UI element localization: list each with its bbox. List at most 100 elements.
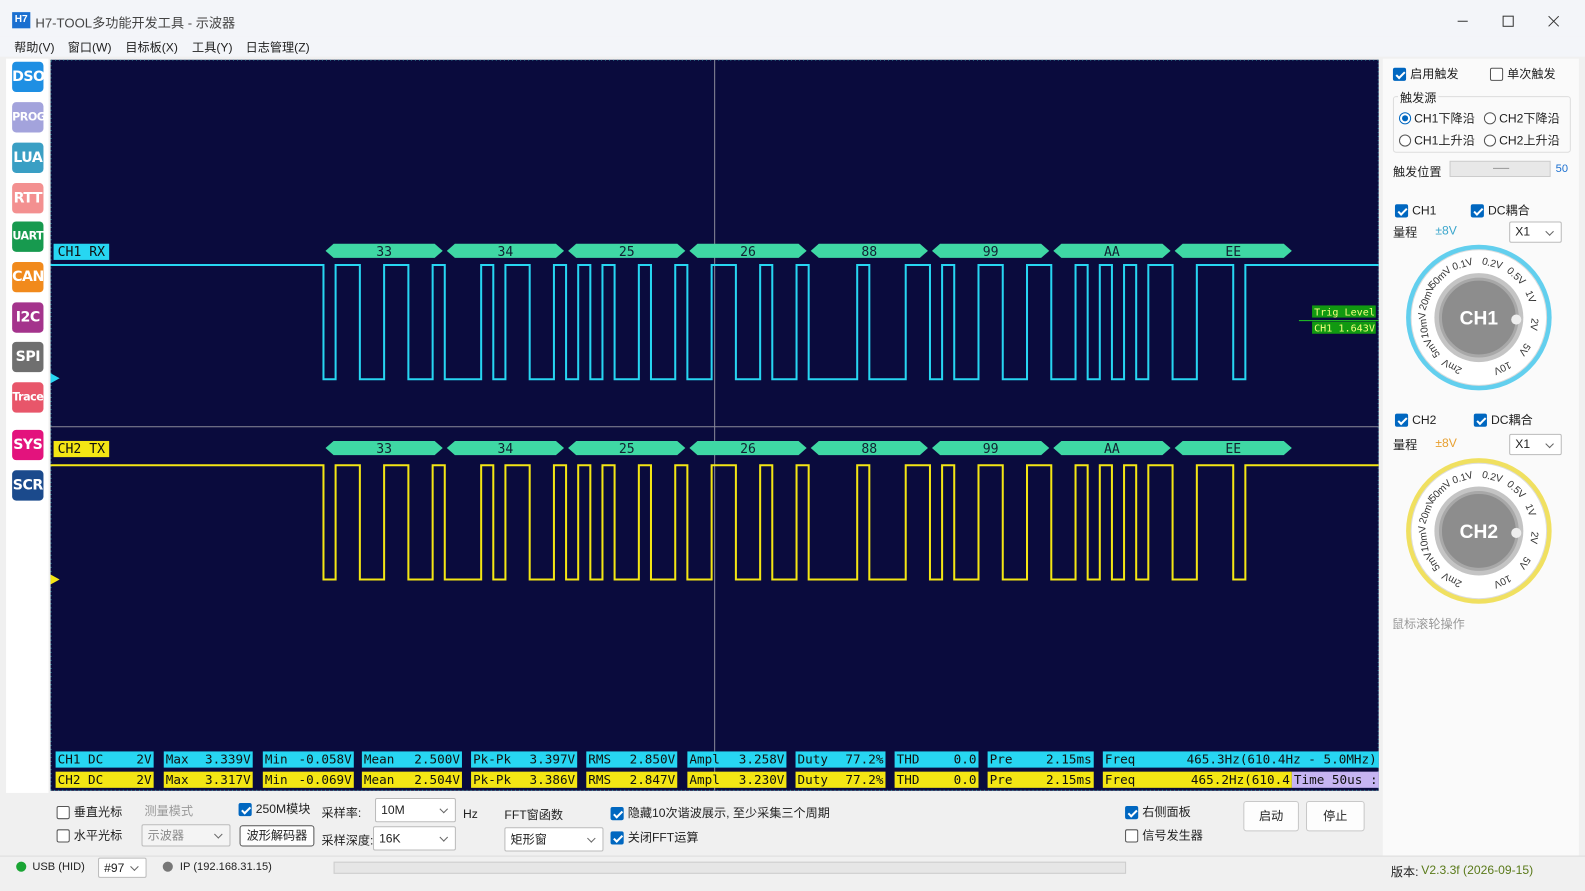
close-button[interactable] bbox=[1548, 15, 1560, 27]
sidebar-panel bbox=[6, 58, 49, 793]
radio-button[interactable] bbox=[1483, 112, 1497, 125]
checkbox-label[interactable]: 关闭FFT运算 bbox=[627, 830, 699, 845]
dropdown-value: 16K bbox=[379, 831, 401, 846]
trigger-tag: Trig Level bbox=[1314, 308, 1375, 319]
radio-label[interactable]: CH2下降沿 bbox=[1499, 111, 1560, 126]
decode-frame bbox=[810, 440, 928, 456]
menu-item[interactable]: 窗口(W) bbox=[67, 40, 112, 55]
sidebar-tool-button[interactable]: Trace bbox=[12, 382, 44, 413]
oscilloscope-screen[interactable]: 33 34 25 26 88 99 AA EE CH1 RX 33 34 25 26 88 99 AA EE CH… bbox=[50, 59, 1379, 791]
checkbox[interactable] bbox=[1489, 67, 1504, 81]
checkbox[interactable] bbox=[1125, 806, 1139, 820]
radio-label[interactable]: CH2上升沿 bbox=[1499, 133, 1560, 148]
button[interactable]: 波形解码器 bbox=[239, 825, 315, 847]
checkbox[interactable] bbox=[56, 829, 70, 843]
sidebar-tool-button[interactable]: UART bbox=[12, 221, 44, 252]
measurement-value: 77.2% bbox=[845, 771, 884, 787]
sidebar-tool-button[interactable]: SPI bbox=[12, 341, 44, 373]
checkbox[interactable] bbox=[610, 831, 624, 845]
measurement-name: Max bbox=[165, 751, 189, 767]
checkbox-label[interactable]: DC耦合 bbox=[1490, 412, 1533, 427]
check-mark bbox=[1127, 807, 1138, 818]
checkbox[interactable] bbox=[1394, 204, 1409, 218]
dropdown[interactable]: 示波器 bbox=[141, 824, 231, 847]
checkbox-label[interactable]: 信号发生器 bbox=[1142, 828, 1203, 843]
group-title: 触发源 bbox=[1397, 88, 1439, 107]
measurement-name: Pre bbox=[989, 751, 1013, 767]
menu-item[interactable]: 日志管理(Z) bbox=[245, 40, 310, 55]
checkbox-label[interactable]: 垂直光标 bbox=[73, 805, 123, 820]
radio-label[interactable]: CH1上升沿 bbox=[1414, 133, 1475, 148]
checkbox-label[interactable]: CH1 bbox=[1412, 203, 1437, 218]
trigger-position-slider[interactable] bbox=[1449, 160, 1551, 177]
checkbox[interactable] bbox=[1394, 413, 1409, 427]
radio-button[interactable] bbox=[1483, 134, 1497, 147]
measurement-name: Min bbox=[264, 771, 288, 787]
knob-scale-label: 0.2V bbox=[1481, 256, 1504, 272]
decode-byte: EE bbox=[1225, 245, 1241, 260]
sidebar-tool-button[interactable]: I2C bbox=[12, 302, 44, 333]
radio-button[interactable] bbox=[1399, 112, 1412, 125]
dropdown-value: X1 bbox=[1515, 224, 1531, 239]
measurement-name: THD bbox=[896, 771, 920, 787]
checkbox-label[interactable]: 单次触发 bbox=[1507, 66, 1556, 81]
time-base-label: Time 50us : bbox=[1291, 771, 1379, 788]
sidebar-tool-button[interactable]: LUA bbox=[12, 142, 44, 173]
label: 触发位置 bbox=[1392, 164, 1442, 180]
dropdown[interactable]: 16K bbox=[372, 826, 456, 851]
dropdown[interactable]: 10M bbox=[375, 797, 456, 823]
sidebar-tool-button[interactable]: SYS bbox=[12, 429, 44, 461]
measurement-name: Pre bbox=[989, 771, 1013, 787]
checkbox-label[interactable]: 右侧面板 bbox=[1142, 805, 1191, 820]
sidebar-tool-button[interactable]: SCR bbox=[12, 470, 44, 501]
measurement-cell: Pre 2.15ms bbox=[987, 751, 1094, 768]
sidebar-tool-button[interactable]: CAN bbox=[12, 261, 44, 293]
checkbox-label[interactable]: CH2 bbox=[1412, 412, 1437, 427]
checkbox[interactable] bbox=[1473, 413, 1487, 427]
checkbox[interactable] bbox=[1392, 67, 1407, 81]
button[interactable]: 停止 bbox=[1306, 800, 1365, 832]
right-panel-bg bbox=[1382, 58, 1579, 856]
decode-frame bbox=[325, 440, 443, 456]
sidebar-tool-button[interactable]: DSO bbox=[12, 61, 45, 93]
measurement-name: Ampl bbox=[689, 771, 720, 787]
decode-frame bbox=[931, 243, 1050, 258]
maximize-button[interactable] bbox=[1502, 15, 1514, 27]
dropdown[interactable]: 矩形窗 bbox=[504, 827, 604, 852]
checkbox-label[interactable]: 隐藏10次谐波展示, 至少采集三个周期 bbox=[627, 806, 830, 821]
dropdown-arrow bbox=[1545, 226, 1554, 236]
checkbox[interactable] bbox=[610, 807, 624, 821]
waveform bbox=[50, 263, 1379, 381]
menu-item[interactable]: 目标板(X) bbox=[125, 40, 178, 55]
checkbox[interactable] bbox=[1125, 829, 1139, 843]
menu-item[interactable]: 工具(Y) bbox=[192, 40, 233, 55]
checkbox-label[interactable]: 250M模块 bbox=[255, 802, 311, 817]
checkbox-label[interactable]: 水平光标 bbox=[73, 828, 123, 843]
sidebar-tool-button[interactable]: PROG bbox=[12, 102, 46, 133]
sidebar-tool-button[interactable]: RTT bbox=[12, 183, 44, 214]
checkbox[interactable] bbox=[1470, 204, 1484, 218]
radio-dot bbox=[1402, 115, 1409, 122]
checkbox-label[interactable]: 启用触发 bbox=[1410, 66, 1459, 81]
measurement-value: 465.3Hz(610.4Hz - 5.0MHz) bbox=[1186, 751, 1377, 767]
dropdown[interactable]: #97 bbox=[98, 857, 147, 878]
check-mark bbox=[1397, 414, 1408, 425]
checkbox[interactable] bbox=[238, 803, 252, 817]
menu-item[interactable]: 帮助(V) bbox=[14, 40, 55, 55]
label: 采样率: bbox=[321, 806, 362, 821]
checkbox[interactable] bbox=[56, 806, 70, 820]
dropdown[interactable]: X1 bbox=[1509, 221, 1562, 243]
checkbox-label[interactable]: DC耦合 bbox=[1487, 203, 1530, 218]
measurement-cell: Ampl 3.258V bbox=[687, 751, 787, 768]
button[interactable]: 启动 bbox=[1243, 800, 1299, 832]
check-mark bbox=[612, 808, 623, 819]
dropdown-arrow bbox=[130, 862, 139, 872]
radio-button[interactable] bbox=[1399, 134, 1412, 147]
radio-label[interactable]: CH1下降沿 bbox=[1414, 111, 1475, 126]
measurement-cell: THD 0.0 bbox=[894, 751, 979, 768]
measurement-cell: Min -0.069V bbox=[262, 771, 354, 788]
dropdown[interactable]: X1 bbox=[1509, 433, 1562, 456]
measurement-name: Ampl bbox=[689, 751, 720, 767]
